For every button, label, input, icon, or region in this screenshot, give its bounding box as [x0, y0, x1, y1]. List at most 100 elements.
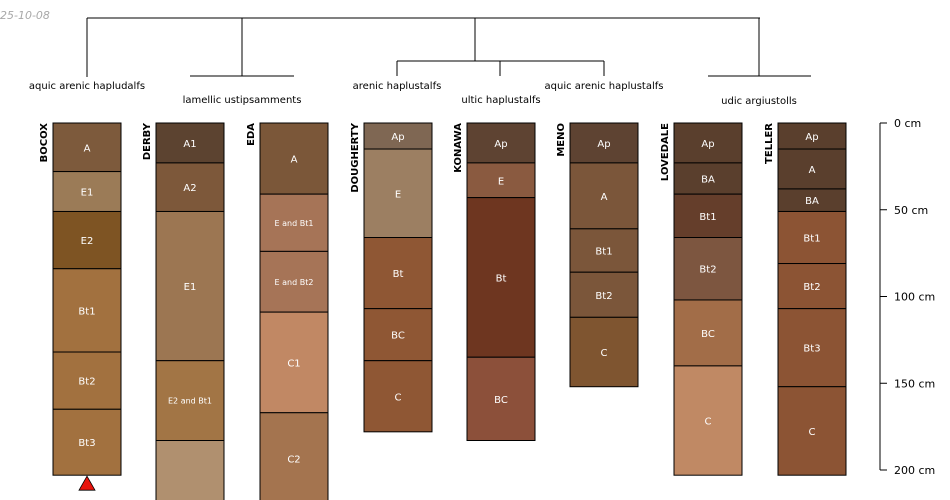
horizon-label: Bt1 [78, 306, 95, 317]
profile-name: MENO [556, 123, 567, 157]
horizon-label: A2 [183, 183, 196, 194]
horizon-label: Bt3 [803, 344, 820, 355]
profile-name: TELLER [764, 123, 775, 164]
horizon-rect [466, 122, 536, 164]
horizon-rect [777, 308, 847, 388]
horizon-rect [259, 193, 329, 252]
soil-profile: A1 A2 E1 E2 and Bt1 DERBY [142, 122, 225, 500]
horizon-rect [466, 356, 536, 442]
depth-tick-label: 0 cm [894, 117, 921, 130]
bottom-marker [78, 475, 96, 491]
classification-label: udic argiustolls [721, 96, 797, 107]
horizon-label: Ap [701, 139, 714, 150]
horizon-label: E2 [81, 236, 94, 247]
horizon-rect [673, 237, 743, 301]
horizon-label: E [395, 189, 401, 200]
classification-label: lamellic ustipsamments [183, 95, 302, 106]
horizon-rect [52, 122, 122, 173]
horizon-rect [569, 316, 639, 388]
horizon-label: C [809, 427, 816, 438]
classification-label: arenic haplustalfs [353, 81, 442, 92]
horizon-label: BC [701, 329, 715, 340]
horizon-label: Ap [805, 132, 818, 143]
horizon-label: C1 [287, 358, 300, 369]
horizon-rect [673, 193, 743, 239]
soil-profile: Ap A Bt1 Bt2 C MENO [556, 122, 639, 388]
horizon-rect [673, 122, 743, 164]
horizon-rect [673, 365, 743, 476]
horizon-rect [673, 299, 743, 367]
soil-profile: Ap E Bt BC C DOUGHERTY [350, 122, 433, 433]
horizon-rect [52, 171, 122, 212]
soil-profile: A E and Bt1 E and Bt2 C1 C2 EDA [246, 122, 329, 500]
horizon-rect [259, 122, 329, 195]
horizon-label: C [601, 348, 608, 359]
depth-tick-label: 150 cm [894, 377, 935, 390]
classification-label: ultic haplustalfs [461, 95, 540, 106]
horizon-label: Bt1 [595, 247, 612, 258]
horizon-rect [569, 271, 639, 318]
horizon-label: Ap [597, 139, 610, 150]
depth-tick-label: 200 cm [894, 464, 935, 477]
horizon-label: C2 [287, 455, 300, 466]
soil-profile: Ap E Bt BC KONAWA [453, 122, 536, 442]
horizon-label: BC [391, 331, 405, 342]
horizon-rect [259, 311, 329, 414]
horizon-label: E and Bt2 [275, 278, 314, 287]
horizon-rect [363, 308, 433, 362]
horizon-label: BC [494, 395, 508, 406]
horizon-label: Ap [494, 139, 507, 150]
horizon-label: Bt3 [78, 438, 95, 449]
horizon-rect [155, 162, 225, 212]
horizon-label: Bt [393, 269, 404, 280]
horizon-rect [259, 412, 329, 500]
horizon-rect [363, 360, 433, 433]
profile-name: LOVEDALE [660, 123, 671, 181]
horizon-rect [569, 228, 639, 273]
horizon-rect [466, 197, 536, 358]
horizon-label: BA [805, 196, 819, 207]
horizon-label: E and Bt1 [275, 219, 314, 228]
horizon-label: C [705, 417, 712, 428]
profile-name: DOUGHERTY [350, 122, 361, 192]
horizon-label: A [809, 165, 816, 176]
horizon-label: Ap [391, 132, 404, 143]
date-label: 25-10-08 [0, 9, 50, 22]
horizon-rect [155, 360, 225, 442]
horizon-label: Bt1 [803, 234, 820, 245]
horizon-label: C [395, 392, 402, 403]
horizon-label: Bt2 [803, 282, 820, 293]
horizon-rect [777, 210, 847, 265]
horizon-rect [777, 386, 847, 476]
horizon-rect [363, 148, 433, 239]
horizon-label: E1 [81, 188, 94, 199]
horizon-label: A [84, 143, 91, 154]
horizon-rect [52, 408, 122, 476]
horizon-rect [777, 122, 847, 150]
classification-dendrogram [86, 17, 811, 77]
horizon-rect [777, 263, 847, 310]
depth-tick-label: 100 cm [894, 291, 935, 304]
horizon-label: E2 and Bt1 [168, 397, 212, 406]
horizon-rect [363, 237, 433, 310]
horizon-rect [52, 268, 122, 353]
horizon-label: Bt1 [699, 212, 716, 223]
horizon-label: BA [701, 175, 715, 186]
soil-profile: A E1 E2 Bt1 Bt2 Bt3 BOCOX [39, 122, 122, 491]
profile-name: DERBY [142, 122, 153, 160]
horizon-label: E1 [184, 282, 197, 293]
horizon-rect [155, 440, 225, 500]
horizon-rect [52, 210, 122, 270]
classification-label: aquic arenic hapludalfs [29, 81, 145, 92]
soil-profile: Ap A BA Bt1 Bt2 Bt3 C TELLER [764, 122, 847, 476]
profile-name: EDA [246, 123, 257, 146]
soil-profile: Ap BA Bt1 Bt2 BC C LOVEDALE [660, 122, 743, 476]
horizon-label: Bt2 [595, 291, 612, 302]
dendrogram-lines [86, 17, 811, 77]
profile-name: KONAWA [453, 123, 464, 173]
horizon-label: Bt2 [78, 377, 95, 388]
classification-label: aquic arenic haplustalfs [545, 81, 664, 92]
horizon-label: A1 [183, 139, 196, 150]
horizon-rect [363, 122, 433, 150]
